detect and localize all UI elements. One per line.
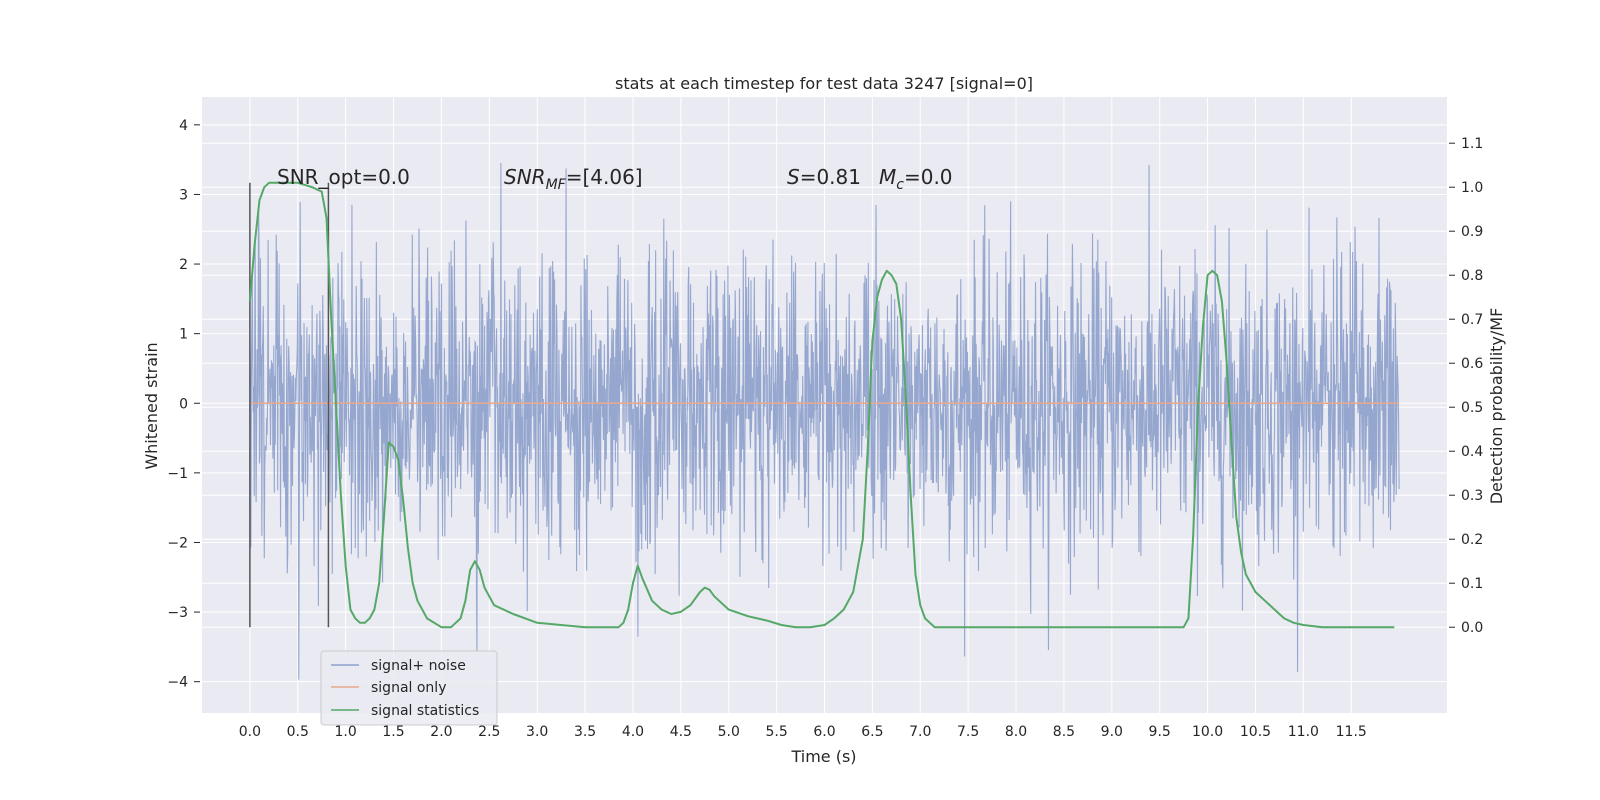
x-tick-label: 11.5 — [1336, 724, 1367, 740]
x-tick-label: 4.0 — [622, 724, 644, 740]
mc-subscript: c — [896, 177, 904, 193]
x-axis-ticks: 0.0 0.5 1.0 1.5 2.0 2.5 3.0 3.5 4.0 4.5 5.0 5.5 6.0 6… — [239, 724, 1367, 740]
chart-title: stats at each timestep for test data 324… — [615, 74, 1033, 93]
signal-plus-noise-series — [249, 162, 1400, 680]
x-axis-title: Time (s) — [790, 747, 856, 766]
y2-tick-label: 0.0 — [1461, 620, 1483, 636]
y-tick-label: −2 — [167, 535, 188, 551]
x-tick-label: 1.0 — [335, 724, 357, 740]
legend-box — [320, 650, 498, 726]
x-tick-label: 9.0 — [1101, 724, 1123, 740]
y-axis-title: Whitened strain — [142, 342, 161, 469]
y2-tick-label: 0.1 — [1461, 576, 1483, 592]
mc-value: =0.0 — [904, 165, 953, 189]
x-tick-label: 5.5 — [765, 724, 787, 740]
x-tick-label: 11.0 — [1288, 724, 1319, 740]
x-tick-label: 7.5 — [957, 724, 979, 740]
y2-tick-label: 1.0 — [1461, 180, 1483, 196]
x-tick-label: 3.5 — [574, 724, 596, 740]
signal-plus-noise-line — [249, 162, 1400, 680]
legend-label-noise: signal+ noise — [371, 658, 466, 674]
x-tick-label: 0.0 — [239, 724, 261, 740]
y2-tick-label: 0.2 — [1461, 532, 1483, 548]
y-tick-label: −3 — [167, 605, 188, 621]
y2-tick-label: 0.8 — [1461, 268, 1483, 284]
snr-mf-value: =[4.06] — [566, 165, 643, 189]
x-tick-label: 6.5 — [861, 724, 883, 740]
signal-statistics-line — [248, 181, 1395, 629]
x-tick-label: 6.0 — [813, 724, 835, 740]
x-tick-label: 10.0 — [1192, 724, 1223, 740]
y-tick-label: 1 — [179, 327, 188, 343]
x-tick-label: 2.5 — [478, 724, 500, 740]
y-tick-label: −4 — [167, 675, 188, 691]
y-tick-label: −1 — [167, 466, 188, 482]
y-tick-label: 2 — [179, 257, 188, 273]
x-tick-label: 1.5 — [382, 724, 404, 740]
x-tick-label: 7.0 — [909, 724, 931, 740]
x-tick-label: 10.5 — [1240, 724, 1271, 740]
annotation-snr-mf: SNRMF=[4.06] — [504, 165, 643, 193]
y2-tick-label: 0.5 — [1461, 400, 1483, 416]
y-axis-ticks: 4 3 2 1 0 −1 −2 −3 −4 — [167, 118, 200, 691]
y-tick-label: 3 — [179, 187, 188, 203]
legend: signal+ noise signal only signal statist… — [320, 650, 498, 726]
y-tick-label: 4 — [179, 118, 188, 134]
y2-tick-label: 0.4 — [1461, 444, 1483, 460]
x-tick-label: 4.5 — [670, 724, 692, 740]
legend-label-signal: signal only — [371, 680, 446, 696]
y-tick-label: 0 — [179, 396, 188, 412]
annotation-s-mc: S=0.81 Mc=0.0 — [787, 165, 953, 193]
x-tick-label: 2.0 — [430, 724, 452, 740]
x-tick-label: 9.5 — [1149, 724, 1171, 740]
y2-tick-label: 0.9 — [1461, 224, 1483, 240]
y2-axis-title: Detection probability/MF — [1487, 308, 1506, 505]
x-tick-label: 8.0 — [1005, 724, 1027, 740]
annotation-snr-opt: SNR_opt=0.0 — [277, 165, 410, 189]
y2-axis-ticks: 1.1 1.0 0.9 0.8 0.7 0.6 0.5 0.4 0.3 0.2 0.1 0.0 — [1449, 136, 1483, 636]
snr-mf-base: SNR — [504, 165, 546, 189]
y2-tick-label: 1.1 — [1461, 136, 1483, 152]
x-tick-label: 5.0 — [718, 724, 740, 740]
x-tick-label: 0.5 — [287, 724, 309, 740]
signal-statistics-series — [248, 181, 1395, 629]
mc-var: M — [879, 165, 896, 189]
s-var: S — [787, 165, 800, 189]
y2-tick-label: 0.3 — [1461, 488, 1483, 504]
x-tick-label: 3.0 — [526, 724, 548, 740]
y2-tick-label: 0.6 — [1461, 356, 1483, 372]
s-value: =0.81 — [800, 165, 861, 189]
legend-label-stats: signal statistics — [371, 703, 479, 719]
x-tick-label: 8.5 — [1053, 724, 1075, 740]
y2-tick-label: 0.7 — [1461, 312, 1483, 328]
snr-mf-subscript: MF — [546, 177, 567, 193]
